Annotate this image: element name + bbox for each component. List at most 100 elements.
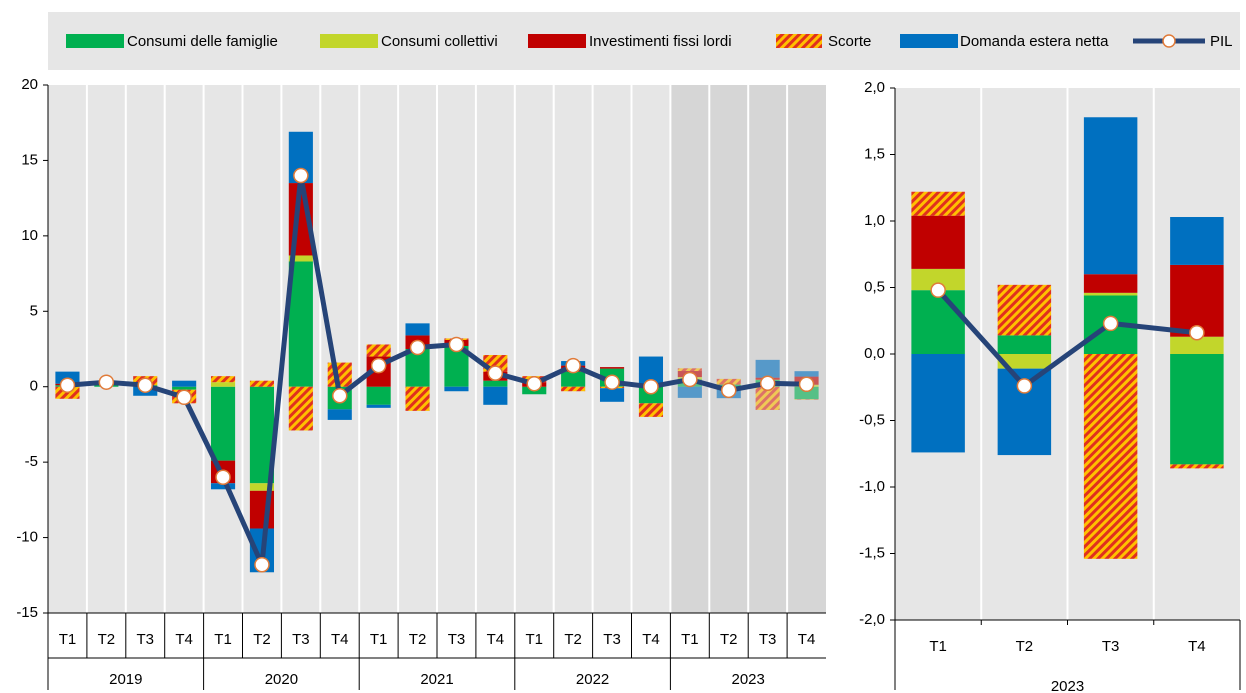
bar [366,404,391,408]
line-marker [98,374,115,390]
bar [755,359,780,378]
bar [366,344,391,357]
line-marker [1102,315,1119,332]
x-tick-label: T2 [409,631,427,648]
y-tick-label: -2,0 [859,611,885,628]
bar [1083,292,1138,296]
bar [716,378,741,385]
line-marker [526,375,542,392]
x-tick-label: T4 [798,631,816,648]
bar [1083,354,1138,559]
x-tick-label: T2 [564,631,582,648]
bar [444,386,469,392]
legend-box [48,12,1240,70]
bar [405,323,430,336]
line-marker [448,336,465,353]
y-tick-label: 15 [21,151,38,168]
bar [911,290,965,354]
line-marker [370,357,387,374]
legend-label: Scorte [828,33,871,50]
x-tick-label: T1 [681,631,699,648]
x-group-label: 2021 [420,671,453,688]
x-tick-label: T3 [136,631,154,648]
bar [794,386,819,400]
bar [794,371,819,377]
line-marker [930,282,946,298]
bar [599,367,625,369]
bar [288,255,313,262]
x-group-label: 2023 [1051,678,1084,693]
line-marker [409,339,426,356]
line-marker [682,371,698,388]
x-group-label: 2020 [265,671,298,688]
y-tick-label: -0,5 [859,411,885,428]
x-tick-label: T3 [292,631,310,648]
line-marker [643,378,659,395]
line-marker [332,388,348,404]
y-tick-label: 10 [21,227,38,244]
x-tick-label: T1 [525,631,543,648]
bar [1170,217,1224,265]
bar [1083,274,1138,293]
line-marker [137,377,153,393]
bar [288,386,313,431]
y-tick-label: -15 [16,604,38,621]
legend-swatch [66,34,124,48]
bar [599,388,625,402]
x-group-label: 2022 [576,671,609,688]
legend-label: PIL [1210,33,1233,50]
y-tick-label: 5 [30,302,38,319]
y-tick-label: -5 [25,453,38,470]
x-tick-label: T4 [1188,638,1206,655]
bar [1170,264,1224,337]
bar [405,386,430,411]
bar [638,403,664,417]
legend-marker [1162,34,1176,48]
y-tick-label: 0,5 [864,278,885,295]
x-tick-label: T4 [487,631,505,648]
bar [911,191,965,216]
bar [997,284,1052,336]
x-tick-label: T3 [1102,638,1120,655]
line-marker [604,374,620,390]
legend-label: Investimenti fissi lordi [589,33,732,50]
bar [210,376,236,383]
line-marker [176,389,192,406]
x-tick-label: T3 [603,631,621,648]
x-tick-label: T2 [1016,638,1034,655]
y-tick-label: 0,0 [864,345,885,362]
bar [1083,117,1138,275]
legend-swatch [776,34,822,48]
legend-label: Consumi delle famiglie [127,33,278,50]
legend-label: Consumi collettivi [381,33,498,50]
bar [677,386,702,398]
bar [911,215,965,269]
bar [172,386,197,390]
bar [483,380,508,387]
y-tick-label: 2,0 [864,79,885,96]
bar [405,349,430,387]
x-tick-label: T1 [214,631,232,648]
line [936,288,1198,389]
x-group-label: 2019 [109,671,142,688]
x-tick-label: T1 [929,638,947,655]
y-tick-label: 1,0 [864,212,885,229]
x-tick-label: T3 [448,631,466,648]
bar [677,368,702,372]
y-tick-label: -1,0 [859,478,885,495]
bar [1170,354,1224,465]
x-tick-label: T4 [175,631,193,648]
bar [288,261,313,387]
bar [249,380,275,387]
bar [210,382,236,387]
x-tick-label: T2 [720,631,738,648]
bar [911,354,965,453]
legend-swatch [320,34,378,48]
legend-label: Domanda estera netta [960,33,1109,50]
line-marker [215,469,231,485]
bar [997,354,1052,369]
x-tick-label: T3 [759,631,777,648]
bar [1170,336,1224,354]
